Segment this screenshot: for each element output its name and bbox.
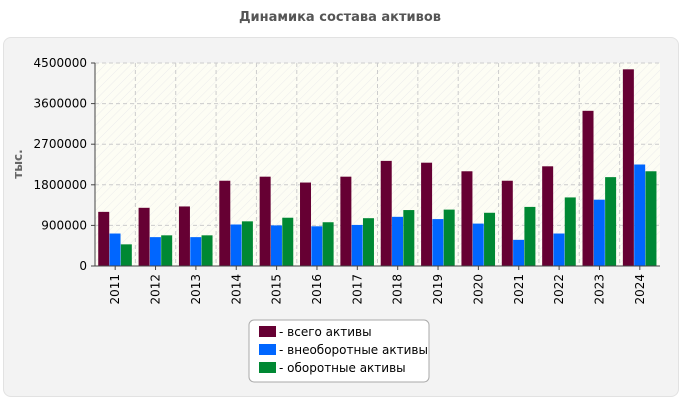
bar-2016-1 xyxy=(311,226,323,266)
bar-2013-2 xyxy=(201,235,213,266)
bar-2018-1 xyxy=(392,216,404,266)
bar-2014-1 xyxy=(230,224,242,266)
x-tick-label: 2013 xyxy=(189,274,203,305)
y-tick-label: 3600000 xyxy=(34,97,87,111)
legend-label: - всего активы xyxy=(279,325,372,339)
bar-2019-1 xyxy=(432,219,444,266)
bar-2016-0 xyxy=(300,182,312,266)
bar-2023-0 xyxy=(582,110,594,266)
legend-label: - внеоборотные активы xyxy=(279,343,428,357)
x-tick-label: 2020 xyxy=(471,274,485,305)
x-tick-label: 2017 xyxy=(350,274,364,305)
bar-2021-0 xyxy=(501,180,513,266)
bar-2023-1 xyxy=(593,199,605,266)
bar-2019-2 xyxy=(443,209,455,266)
y-tick-label: 2700000 xyxy=(34,137,87,151)
bar-2013-0 xyxy=(178,206,190,266)
legend-swatch xyxy=(259,344,276,355)
bar-2011-1 xyxy=(109,233,121,266)
bar-2015-0 xyxy=(259,176,271,266)
bar-2015-1 xyxy=(270,225,282,266)
legend: - всего активы - внеоборотные активы - обо… xyxy=(248,319,430,383)
bar-2017-2 xyxy=(362,218,374,266)
bar-2024-0 xyxy=(622,69,634,266)
legend-swatch xyxy=(259,326,276,337)
y-tick-label: 1800000 xyxy=(34,178,87,192)
x-tick-label: 2011 xyxy=(108,274,122,305)
bar-2018-0 xyxy=(380,160,392,266)
bar-2024-1 xyxy=(634,164,646,266)
legend-box xyxy=(248,319,430,383)
bar-2016-2 xyxy=(322,222,334,266)
x-tick-label: 2022 xyxy=(552,274,566,305)
bar-2015-2 xyxy=(282,217,294,266)
bar-2022-2 xyxy=(564,197,576,266)
bar-2011-2 xyxy=(120,244,132,266)
bar-2011-0 xyxy=(98,211,110,266)
y-tick-label: 0 xyxy=(79,259,87,273)
bar-2021-1 xyxy=(513,239,525,266)
bar-2014-2 xyxy=(241,221,253,266)
bar-2012-2 xyxy=(161,235,173,266)
legend-swatch xyxy=(259,362,276,373)
grid-lines xyxy=(95,62,660,266)
x-tick-label: 2019 xyxy=(431,274,445,305)
bar-2012-0 xyxy=(138,207,150,266)
bar-2021-2 xyxy=(524,206,536,266)
bar-2022-1 xyxy=(553,233,565,266)
x-tick-label: 2016 xyxy=(310,274,324,305)
bar-2013-1 xyxy=(190,237,202,266)
bar-2022-0 xyxy=(542,166,554,266)
bar-2020-0 xyxy=(461,171,473,266)
bars xyxy=(98,69,657,266)
chart-title: Динамика состава активов xyxy=(238,10,442,25)
bar-2019-0 xyxy=(421,162,433,266)
x-tick-label: 2021 xyxy=(512,274,526,305)
y-axis-label: тыс. xyxy=(11,149,25,178)
bar-2017-0 xyxy=(340,176,352,266)
x-tick-label: 2023 xyxy=(592,274,606,305)
x-tick-label: 2018 xyxy=(391,274,405,305)
bar-2024-2 xyxy=(645,171,657,266)
x-tick-label: 2014 xyxy=(229,274,243,305)
bar-2023-2 xyxy=(605,177,617,266)
bar-2012-1 xyxy=(149,237,161,266)
bar-2017-1 xyxy=(351,224,363,266)
y-tick-label: 4500000 xyxy=(34,56,87,70)
bar-2020-1 xyxy=(472,223,484,266)
legend-label: - оборотные активы xyxy=(279,361,406,375)
x-tick-label: 2015 xyxy=(270,274,284,305)
axes: 0 900000 1800000 2700000 3600000 4500000 2011 2… xyxy=(34,56,660,305)
bar-2014-0 xyxy=(219,180,231,266)
bar-2020-2 xyxy=(484,212,496,266)
x-tick-label: 2024 xyxy=(633,274,647,305)
y-tick-label: 900000 xyxy=(41,218,87,232)
bar-2018-2 xyxy=(403,210,415,266)
x-tick-label: 2012 xyxy=(149,274,163,305)
